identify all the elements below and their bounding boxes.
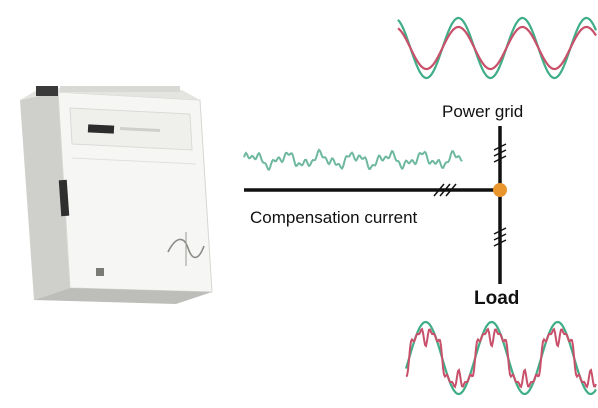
phase-hatch-upper: [493, 143, 507, 163]
load-wave-red: [405, 327, 597, 389]
device-badge: [96, 268, 104, 276]
load-wave-icon: [404, 320, 597, 396]
device-illustration: [20, 86, 213, 304]
power-grid-label: Power grid: [442, 102, 523, 121]
device-side-vent: [58, 179, 70, 217]
device-side-face: [20, 92, 70, 300]
grid-wave-icon: [397, 16, 598, 80]
device-logo-icon: [167, 238, 205, 259]
device-top-connector: [36, 86, 58, 96]
compensation-current-label: Compensation current: [250, 208, 418, 227]
compensation-wave-icon: [243, 148, 463, 172]
phase-hatch-lower: [493, 227, 507, 247]
grid-wave-red: [397, 25, 597, 71]
phase-hatch-horizontal: [433, 183, 457, 197]
grid-wave-green: [397, 16, 598, 80]
wiring: [244, 126, 507, 284]
junction-dot-icon: [493, 183, 507, 197]
load-wave-green: [404, 320, 597, 396]
load-label: Load: [474, 288, 519, 309]
device-display: [87, 124, 115, 134]
